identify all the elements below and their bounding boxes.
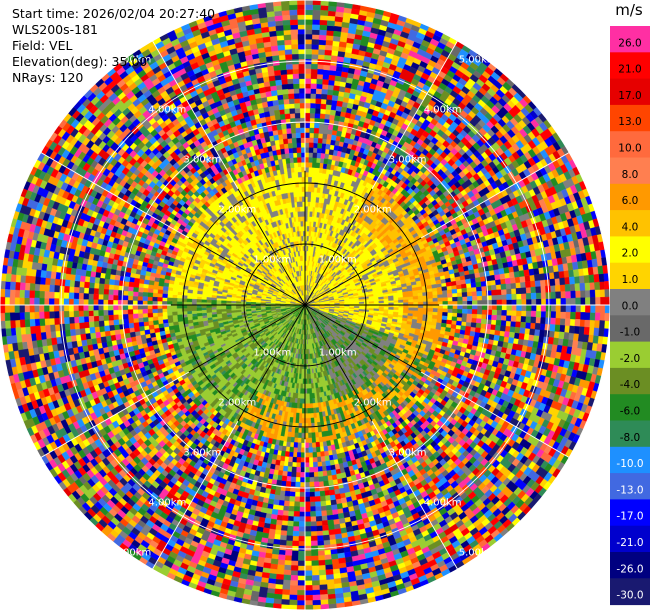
range-ring-label: 2.00km (218, 398, 256, 409)
range-ring-label: 5.00km (113, 548, 151, 559)
azimuth-spoke (237, 304, 306, 422)
range-ring-label: 3.00km (389, 154, 427, 165)
colorbar-level-label: -1.0 (620, 327, 641, 339)
azimuth-spoke (304, 237, 422, 306)
azimuth-spoke (304, 188, 373, 306)
range-ring-label: 2.00km (218, 204, 256, 215)
azimuth-spoke (304, 304, 373, 422)
instrument-label: WLS200s-181 (12, 22, 98, 37)
azimuth-spoke (152, 40, 239, 190)
colorbar-level-label: -17.0 (616, 511, 643, 523)
nrays-label: NRays: 120 (12, 70, 84, 85)
azimuth-spoke (371, 420, 458, 570)
field-label: Field: VEL (12, 38, 73, 53)
colorbar-swatch (610, 78, 650, 106)
range-ring-label: 5.00km (459, 548, 497, 559)
colorbar-swatch (610, 341, 650, 369)
range-ring-label: 4.00km (424, 104, 462, 115)
colorbar-level-label: 21.0 (618, 64, 641, 76)
colorbar-swatch (610, 446, 650, 474)
elevation-label: Elevation(deg): 35.00 (12, 54, 148, 69)
colorbar-level-label: -21.0 (616, 537, 643, 549)
ppi-plot: 1.00km 1.00km 1.00km 1.00km 2.00km 2.00km 2.00… (0, 0, 610, 610)
range-ring-label: 1.00km (319, 348, 357, 359)
colorbar-level-label: 6.0 (622, 195, 639, 207)
azimuth-spoke (152, 420, 239, 570)
colorbar-swatch (610, 289, 650, 316)
azimuth-spoke (420, 371, 570, 458)
colorbar-level-label: 17.0 (618, 90, 641, 102)
colorbar-swatch (610, 26, 650, 53)
range-ring-label: 4.00km (148, 498, 186, 509)
range-ring-label: 3.00km (389, 448, 427, 459)
azimuth-spoke (188, 237, 306, 306)
colorbar-unit: m/s (615, 1, 643, 19)
range-ring-label: 4.00km (148, 104, 186, 115)
colorbar-level-label: 13.0 (618, 116, 641, 128)
range-ring-label: 2.00km (354, 204, 392, 215)
colorbar-swatch (610, 473, 650, 500)
colorbar-swatch (610, 52, 650, 80)
colorbar-level-label: 1.0 (622, 274, 639, 286)
colorbar-level-label: -6.0 (620, 406, 641, 418)
colorbar-swatch (610, 262, 650, 290)
azimuth-spoke (237, 188, 306, 306)
colorbar-level-label: 8.0 (622, 169, 639, 181)
range-ring-label: 5.00km (459, 54, 497, 65)
colorbar-swatch (610, 210, 650, 237)
azimuth-spoke (40, 152, 190, 239)
colorbar-swatch (610, 394, 650, 421)
range-ring-labels: 1.00km 1.00km 1.00km 1.00km 2.00km 2.00km 2.00… (113, 54, 496, 558)
colorbar-level-label: 10.0 (618, 143, 641, 155)
range-ring-label: 5.00km (113, 54, 151, 65)
colorbar-swatch (610, 131, 650, 158)
range-ring-label: 1.00km (319, 254, 357, 265)
azimuth-spoke (304, 304, 422, 373)
colorbar-level-label: -10.0 (616, 458, 643, 470)
colorbar-swatch (610, 420, 650, 448)
colorbar-level-label: 2.0 (622, 248, 639, 260)
start-time-label: Start time: 2026/02/04 20:27:40 (12, 6, 216, 21)
azimuth-spoke (371, 40, 458, 190)
colorbar-level-label: -26.0 (616, 563, 643, 575)
colorbar-level-label: -30.0 (616, 590, 643, 602)
colorbar-level-label: 4.0 (622, 221, 639, 233)
colorbar-swatch (610, 578, 650, 606)
colorbar-level-label: -13.0 (616, 484, 643, 496)
colorbar-swatch (610, 157, 650, 185)
range-ring-label: 1.00km (253, 254, 291, 265)
colorbar-swatch (610, 315, 650, 343)
colorbar-swatch (610, 552, 650, 579)
colorbar-swatch (610, 183, 650, 211)
colorbar: m/s 26.0 21.0 17.0 13.0 10.0 8.0 6.0 4.0 2.0 1.0 0… (610, 1, 650, 606)
azimuth-spokes (40, 40, 570, 570)
colorbar-level-label: 26.0 (618, 37, 641, 49)
range-ring-label: 3.00km (183, 154, 221, 165)
colorbar-swatch (610, 104, 650, 132)
colorbar-level-label: -8.0 (620, 432, 641, 444)
colorbar-swatch (610, 525, 650, 553)
azimuth-spoke (188, 304, 306, 373)
range-ring-label: 4.00km (424, 498, 462, 509)
range-ring-label: 1.00km (253, 348, 291, 359)
azimuth-spoke (40, 371, 190, 458)
range-ring-label: 3.00km (183, 448, 221, 459)
colorbar-swatch (610, 367, 650, 395)
colorbar-level-label: -4.0 (620, 379, 641, 391)
colorbar-swatch (610, 236, 650, 264)
colorbar-swatch (610, 499, 650, 527)
colorbar-level-label: 0.0 (622, 300, 639, 312)
colorbar-level-label: -2.0 (620, 353, 641, 365)
range-ring-label: 2.00km (354, 398, 392, 409)
azimuth-spoke (420, 152, 570, 239)
